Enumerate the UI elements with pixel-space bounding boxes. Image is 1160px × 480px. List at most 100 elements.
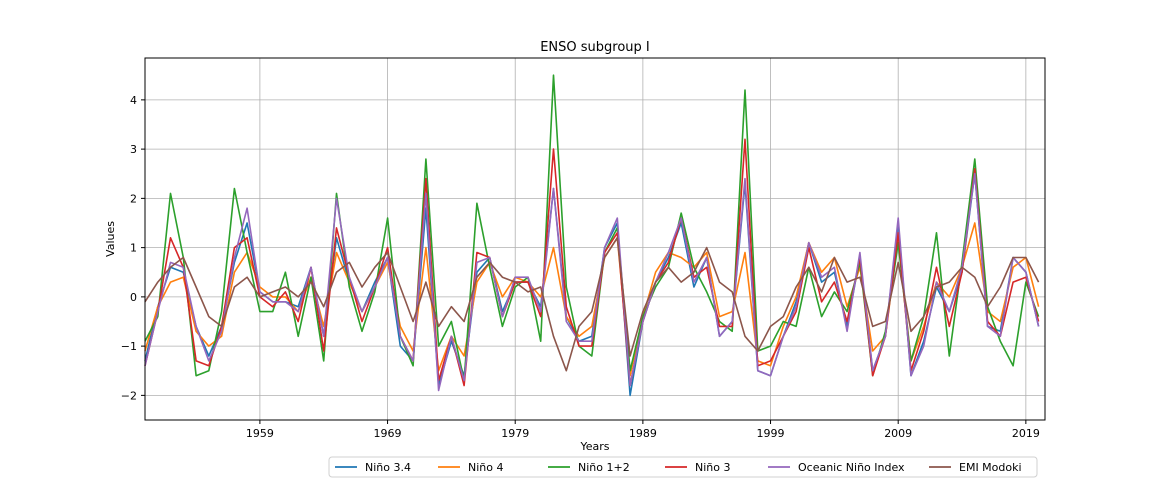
data-point — [182, 266, 184, 268]
data-point — [169, 281, 171, 283]
data-point — [169, 192, 171, 194]
legend-item: Oceanic Niño Index — [768, 461, 905, 474]
data-point — [208, 360, 210, 362]
data-point — [846, 310, 848, 312]
data-point — [284, 291, 286, 293]
series-5 — [144, 237, 1040, 372]
data-point — [246, 276, 248, 278]
data-point — [157, 310, 159, 312]
series-line — [144, 172, 1040, 392]
data-point — [259, 310, 261, 312]
data-point — [744, 89, 746, 91]
data-point — [425, 177, 427, 179]
data-point — [578, 335, 580, 337]
data-point — [948, 296, 950, 298]
x-tick-label: 2009 — [884, 427, 912, 440]
data-point — [1037, 281, 1039, 283]
data-point — [310, 266, 312, 268]
data-point — [948, 310, 950, 312]
series-line — [144, 138, 1040, 387]
data-point — [910, 374, 912, 376]
data-point — [884, 320, 886, 322]
data-point — [718, 315, 720, 317]
legend-item: Niño 3.4 — [335, 461, 411, 474]
data-point — [488, 256, 490, 258]
data-point — [693, 271, 695, 273]
data-point — [399, 345, 401, 347]
data-point — [271, 301, 273, 303]
data-point — [744, 138, 746, 140]
data-point — [565, 320, 567, 322]
x-tick-label: 1979 — [501, 427, 529, 440]
data-point — [591, 310, 593, 312]
data-point — [208, 315, 210, 317]
data-point — [361, 286, 363, 288]
data-point — [233, 187, 235, 189]
data-point — [335, 251, 337, 253]
data-point — [335, 197, 337, 199]
data-point — [233, 246, 235, 248]
data-point — [603, 256, 605, 258]
data-point — [463, 355, 465, 357]
data-point — [565, 370, 567, 372]
data-point — [948, 355, 950, 357]
data-point — [871, 325, 873, 327]
data-point — [769, 374, 771, 376]
data-point — [833, 256, 835, 258]
data-point — [233, 256, 235, 258]
data-point — [999, 340, 1001, 342]
data-point — [820, 301, 822, 303]
data-point — [412, 360, 414, 362]
data-point — [616, 217, 618, 219]
data-point — [271, 291, 273, 293]
data-point — [769, 360, 771, 362]
data-point — [246, 222, 248, 224]
data-point — [437, 345, 439, 347]
data-point — [578, 325, 580, 327]
data-point — [731, 320, 733, 322]
data-point — [706, 291, 708, 293]
data-point — [323, 306, 325, 308]
data-point — [795, 325, 797, 327]
data-point — [680, 256, 682, 258]
data-point — [859, 276, 861, 278]
data-point — [386, 246, 388, 248]
legend-label: Niño 1+2 — [578, 461, 630, 474]
data-point — [795, 306, 797, 308]
data-point — [706, 256, 708, 258]
data-point — [540, 315, 542, 317]
data-point — [910, 330, 912, 332]
legend-label: Niño 4 — [468, 461, 503, 474]
data-point — [935, 286, 937, 288]
data-point — [820, 315, 822, 317]
data-point — [591, 345, 593, 347]
y-tick-label: −2 — [121, 389, 137, 402]
data-point — [833, 291, 835, 293]
y-tick-label: 2 — [130, 192, 137, 205]
data-point — [782, 335, 784, 337]
data-point — [323, 335, 325, 337]
legend-item: Niño 3 — [665, 461, 730, 474]
x-tick-label: 2019 — [1012, 427, 1040, 440]
data-point — [361, 330, 363, 332]
data-point — [1037, 325, 1039, 327]
data-point — [271, 296, 273, 298]
data-point — [731, 325, 733, 327]
data-point — [897, 261, 899, 263]
data-point — [450, 320, 452, 322]
data-point — [246, 237, 248, 239]
data-point — [923, 345, 925, 347]
data-point — [501, 296, 503, 298]
data-point — [731, 330, 733, 332]
data-point — [578, 345, 580, 347]
data-point — [182, 256, 184, 258]
series-line — [144, 237, 1040, 372]
data-point — [514, 281, 516, 283]
data-point — [974, 276, 976, 278]
y-tick-label: 4 — [130, 94, 137, 107]
data-point — [284, 301, 286, 303]
data-point — [386, 217, 388, 219]
data-point — [450, 335, 452, 337]
data-point — [297, 296, 299, 298]
data-point — [757, 370, 759, 372]
